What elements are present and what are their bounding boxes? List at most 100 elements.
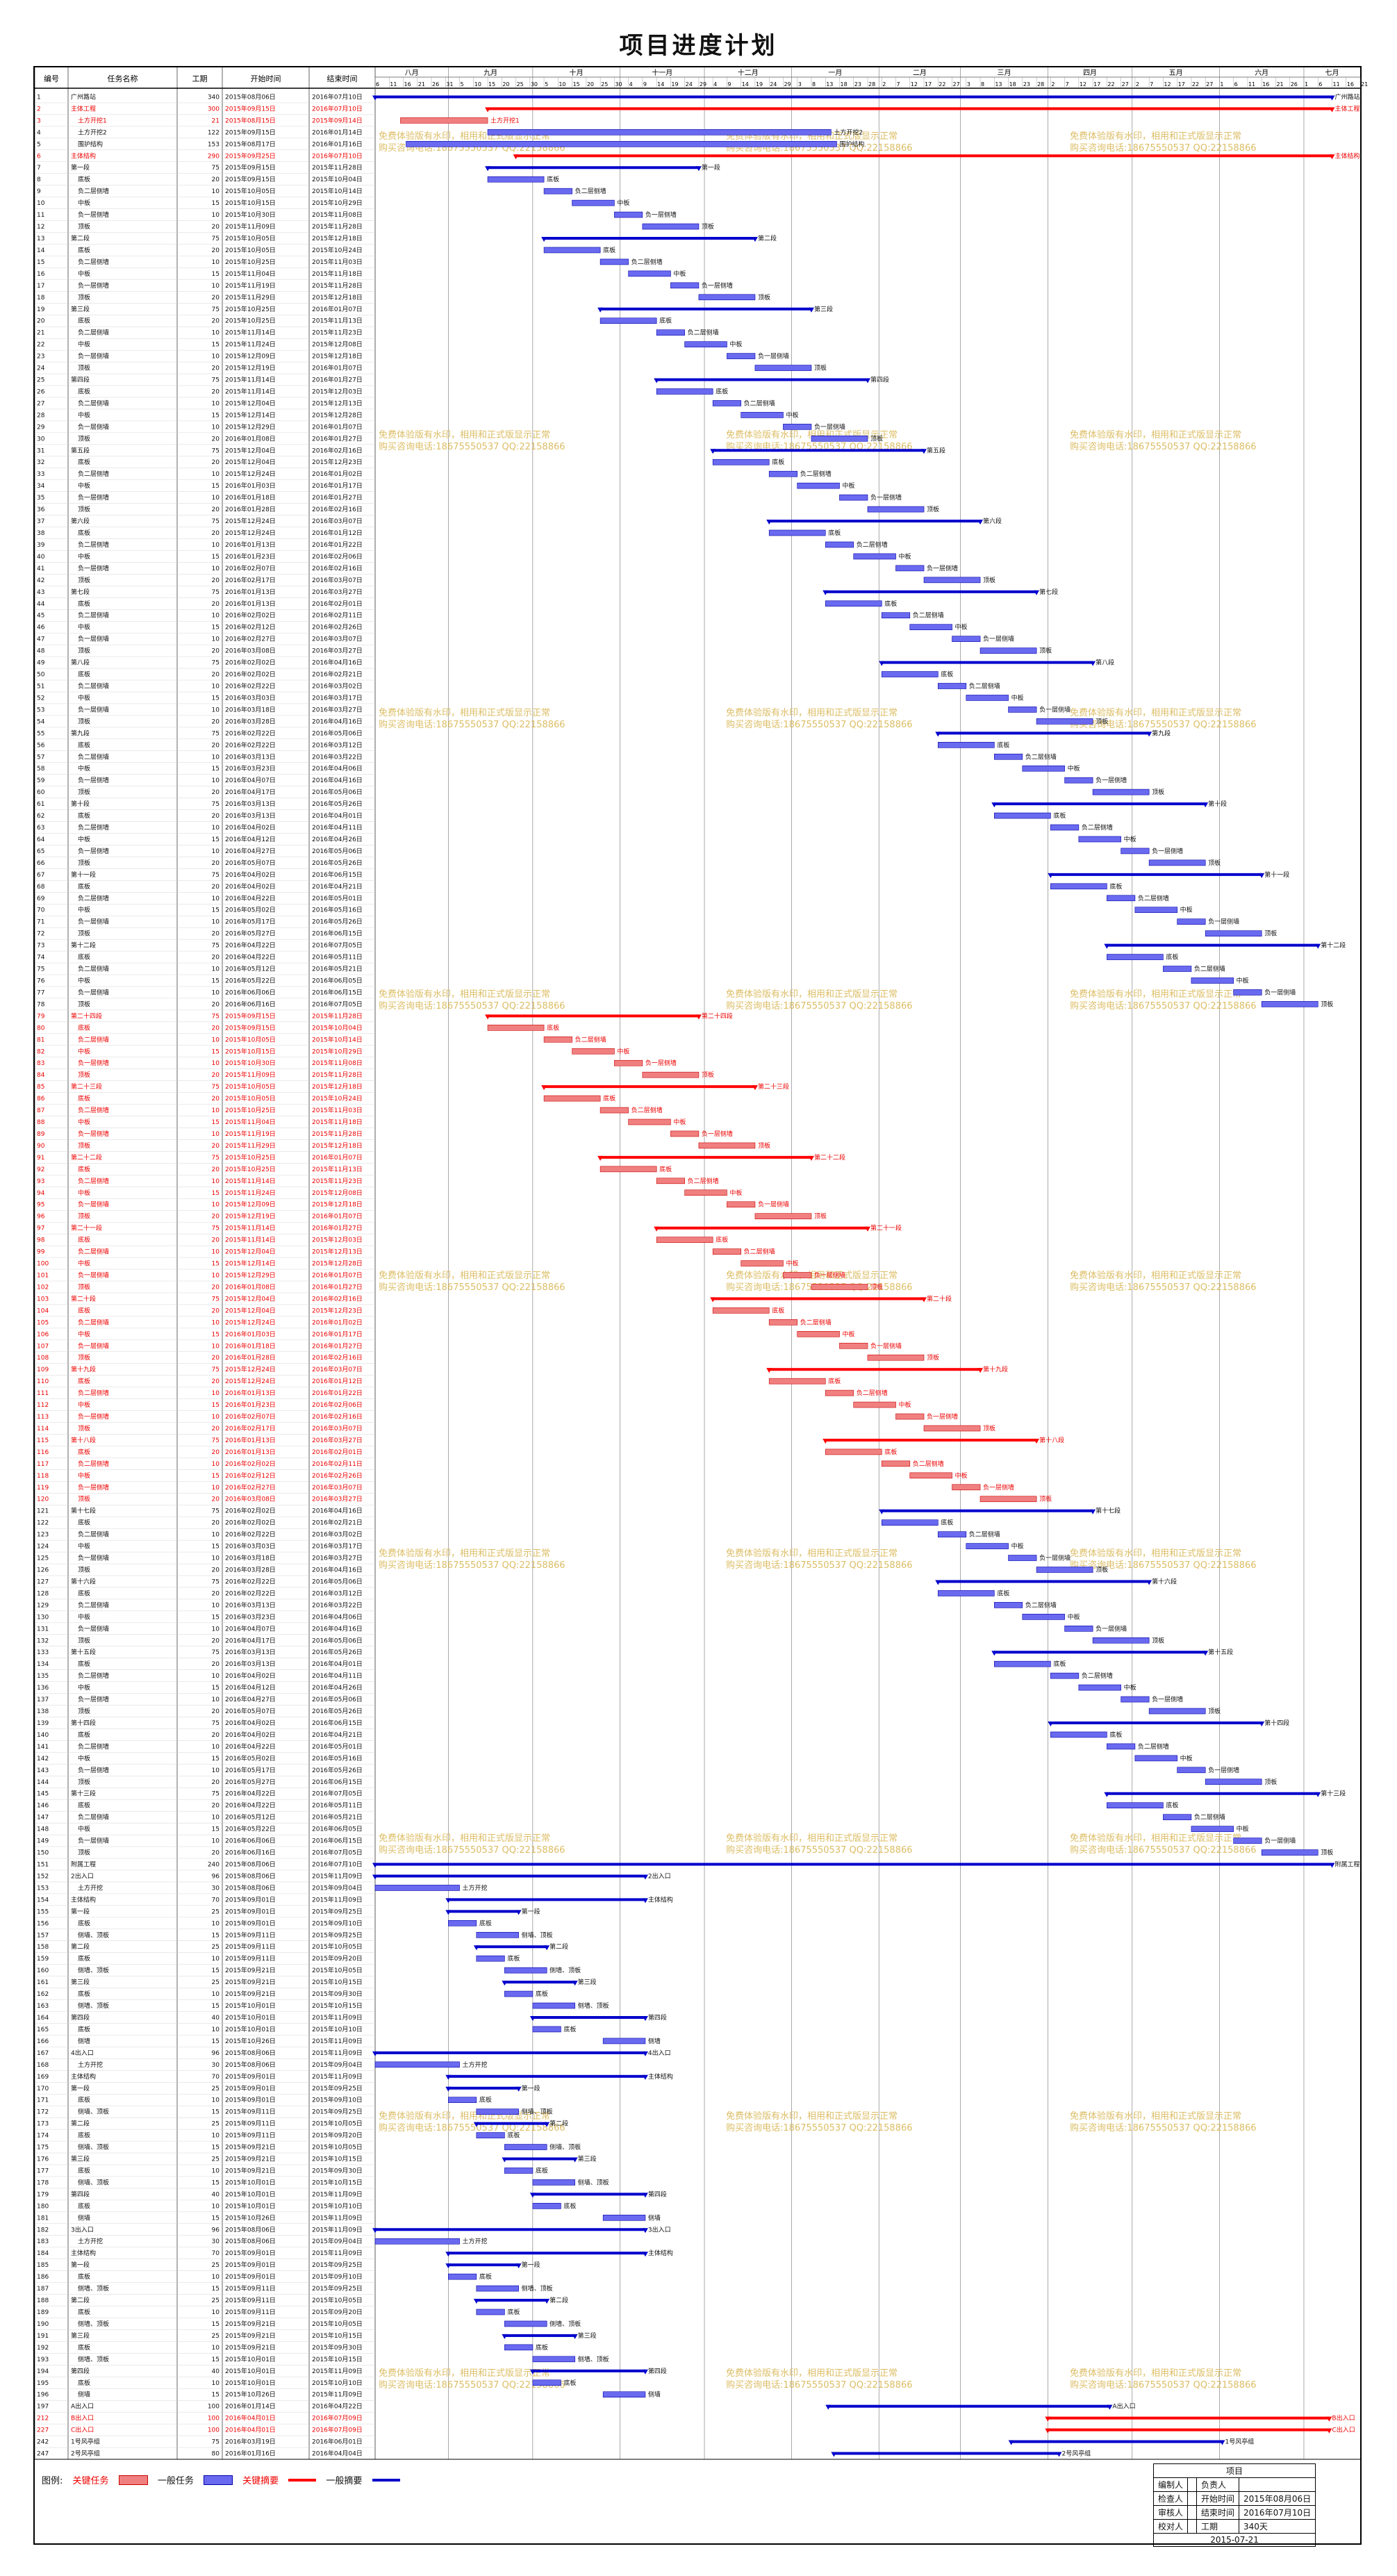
summary-bar	[1050, 1721, 1262, 1724]
task-name: 底板	[78, 1990, 90, 1998]
info-cell	[1187, 2505, 1198, 2520]
bar-label: 负二层侧墙	[688, 1177, 719, 1185]
task-id: 196	[37, 2392, 49, 2399]
bar-label: 侧墙、顶板	[522, 1931, 553, 1939]
task-name: 中板	[78, 270, 90, 278]
task-name: 负一层侧墙	[78, 635, 109, 643]
bar-label: 第十五段	[1208, 1648, 1233, 1656]
task-start: 2016年03月13日	[225, 752, 276, 761]
task-end: 2016年01月22日	[312, 1389, 363, 1397]
task-id: 73	[37, 943, 44, 950]
watermark: 购买咨询电话:18675550537 QQ:22158866	[379, 2379, 565, 2391]
task-id: 132	[37, 1637, 49, 1644]
summary-bar	[994, 802, 1206, 806]
column-header: 结束时间	[327, 74, 358, 83]
task-name: 1号风亭组	[71, 2438, 100, 2446]
task-bar	[532, 2379, 561, 2386]
task-start: 2016年02月07日	[225, 1412, 276, 1421]
day-tick-label: 26	[1291, 81, 1298, 88]
task-end: 2015年10月10日	[312, 2025, 363, 2033]
task-start: 2016年04月17日	[225, 788, 276, 796]
summary-bar	[600, 307, 811, 311]
bar-label: 顶板	[758, 293, 770, 302]
task-end: 2016年04月16日	[312, 1624, 363, 1633]
summary-end-marker	[921, 449, 927, 454]
task-duration: 20	[212, 577, 220, 584]
task-id: 191	[37, 2333, 49, 2340]
task-duration: 10	[212, 1107, 220, 1114]
task-bar	[797, 1331, 840, 1337]
day-tick-label: 22	[1107, 81, 1114, 88]
task-end: 2016年03月12日	[312, 741, 363, 749]
task-id: 156	[37, 1920, 49, 1927]
task-end: 2015年12月13日	[312, 1248, 363, 1256]
task-name: 负二层侧墙	[78, 1671, 109, 1680]
info-cell	[1187, 2477, 1198, 2492]
task-start: 2015年09月21日	[225, 2166, 276, 2174]
task-end: 2015年09月20日	[312, 2131, 363, 2140]
summary-end-marker	[642, 2074, 648, 2080]
task-end: 2015年11月03日	[312, 258, 363, 266]
task-start: 2015年09月21日	[225, 2143, 276, 2152]
task-id: 186	[37, 2274, 49, 2281]
day-tick-label: 23	[854, 81, 861, 88]
task-duration: 10	[212, 966, 220, 973]
task-end: 2016年01月27日	[312, 376, 363, 384]
task-end: 2016年02月16日	[312, 505, 363, 513]
task-end: 2016年05月26日	[312, 918, 363, 926]
month-label: 六月	[1255, 69, 1268, 77]
watermark: 免费体验版有水印，相用和正式版显示正常	[1070, 429, 1241, 440]
task-end: 2016年04月16日	[312, 1507, 363, 1515]
task-end: 2016年01月07日	[312, 422, 363, 431]
task-id: 94	[37, 1190, 45, 1197]
task-bar	[1148, 859, 1206, 866]
task-id: 92	[37, 1166, 44, 1173]
task-name: 第四段	[71, 2367, 90, 2375]
summary-bar	[1011, 2440, 1223, 2443]
summary-bar	[600, 1155, 811, 1159]
task-id: 87	[37, 1107, 44, 1114]
task-name: 负二层侧墙	[78, 1106, 109, 1114]
task-end: 2015年11月28日	[312, 1071, 363, 1079]
task-name: 负二层侧墙	[78, 540, 109, 549]
bar-label: 土方开挖2	[834, 128, 863, 136]
task-start: 2016年05月02日	[225, 1754, 276, 1762]
task-id: 175	[37, 2145, 49, 2152]
task-duration: 15	[212, 1473, 220, 1480]
task-name: 顶板	[78, 222, 90, 231]
summary-bar	[656, 378, 868, 381]
task-bar	[532, 2026, 561, 2033]
day-tick-label: 18	[1009, 81, 1016, 88]
task-id: 134	[37, 1661, 49, 1668]
task-end: 2015年09月30日	[312, 2343, 363, 2352]
task-end: 2016年02月16日	[312, 446, 363, 454]
task-end: 2016年03月27日	[312, 1554, 363, 1562]
bar-label: 底板	[1109, 882, 1122, 891]
bar-label: 底板	[547, 175, 559, 183]
task-id: 124	[37, 1544, 49, 1551]
task-id: 74	[37, 955, 45, 961]
bar-label: 第八段	[1096, 659, 1114, 667]
task-end: 2016年01月12日	[312, 529, 363, 537]
task-id: 21	[37, 330, 44, 337]
task-name: 侧墙、顶板	[78, 1966, 109, 1974]
task-name: 第三段	[71, 2331, 90, 2340]
summary-bar	[448, 2086, 519, 2090]
task-start: 2015年08月06日	[225, 92, 276, 101]
bar-label: 顶板	[1264, 930, 1277, 938]
task-end: 2016年03月07日	[312, 517, 363, 525]
watermark: 免费体验版有水印，相用和正式版显示正常	[1070, 989, 1241, 1000]
task-id: 63	[37, 825, 44, 832]
task-end: 2015年10月15日	[312, 2331, 363, 2340]
task-duration: 15	[212, 1967, 220, 1974]
task-start: 2015年09月01日	[225, 2096, 276, 2104]
task-start: 2015年11月14日	[225, 1177, 276, 1185]
task-bar	[374, 2061, 460, 2068]
task-name: 第十八段	[71, 1436, 96, 1444]
task-id: 36	[37, 506, 45, 513]
task-duration: 15	[212, 2215, 220, 2222]
task-id: 66	[37, 860, 45, 867]
task-bar	[937, 1531, 967, 1537]
task-bar	[1050, 1672, 1080, 1679]
task-duration: 20	[212, 176, 220, 183]
